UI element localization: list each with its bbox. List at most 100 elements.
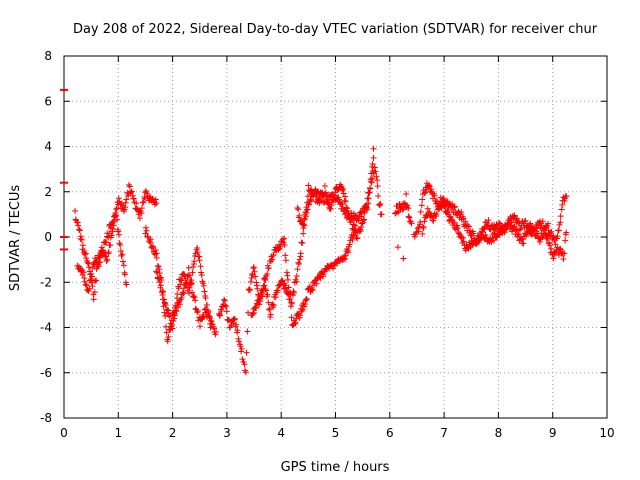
data-point	[201, 288, 208, 295]
data-point	[557, 245, 564, 252]
data-point	[367, 178, 374, 185]
y-tick-label: -6	[40, 366, 52, 380]
data-point	[548, 228, 555, 235]
data-point	[125, 181, 132, 188]
data-point	[298, 239, 305, 246]
data-point	[511, 212, 518, 219]
data-point	[485, 217, 492, 224]
data-point	[378, 211, 385, 218]
data-point	[266, 306, 273, 313]
data-point	[285, 284, 292, 291]
data-point	[415, 224, 422, 231]
data-point	[287, 296, 294, 303]
data-point	[79, 242, 86, 249]
data-point	[426, 183, 433, 190]
data-point	[295, 206, 302, 213]
data-point	[539, 234, 546, 241]
data-point	[561, 250, 568, 257]
data-point	[117, 247, 124, 254]
data-point	[156, 270, 163, 277]
data-point	[376, 201, 383, 208]
data-point	[299, 240, 306, 247]
y-tick-label: 8	[44, 49, 52, 63]
data-point	[205, 308, 212, 315]
data-point	[272, 294, 279, 301]
data-point	[366, 189, 373, 196]
data-point	[154, 269, 161, 276]
data-point	[303, 206, 310, 213]
data-point	[118, 252, 125, 259]
data-point	[194, 307, 201, 314]
y-tick-label: 0	[44, 230, 52, 244]
data-point	[221, 296, 228, 303]
data-point	[86, 285, 93, 292]
data-point	[252, 273, 259, 280]
data-point	[428, 186, 435, 193]
data-point	[221, 297, 228, 304]
data-point	[300, 221, 307, 228]
data-point	[109, 218, 116, 225]
data-point	[400, 255, 407, 262]
data-point	[441, 203, 448, 210]
data-point	[354, 235, 361, 242]
data-point	[340, 256, 347, 263]
data-point	[267, 313, 274, 320]
data-point	[103, 257, 110, 264]
data-point	[304, 206, 311, 213]
data-point	[81, 251, 88, 258]
data-point	[433, 211, 440, 218]
data-point	[142, 224, 149, 231]
data-point	[342, 252, 349, 259]
data-point	[327, 205, 334, 212]
data-point	[282, 257, 289, 264]
data-point	[253, 305, 260, 312]
data-point	[331, 189, 338, 196]
x-tick-label: 8	[495, 426, 503, 440]
data-point	[546, 242, 553, 249]
x-axis-tick-labels: 0 1 2 3 4 5 6 7 8 9 10	[60, 426, 614, 440]
data-point	[500, 227, 507, 234]
data-point	[198, 272, 205, 279]
data-point	[164, 338, 171, 345]
data-point	[157, 282, 164, 289]
data-point	[345, 249, 352, 256]
data-point	[103, 239, 110, 246]
data-point	[264, 270, 271, 277]
data-point	[235, 338, 242, 345]
data-point	[407, 218, 414, 225]
data-point	[186, 290, 193, 297]
data-point	[152, 196, 159, 203]
data-point	[179, 289, 186, 296]
data-point	[360, 208, 367, 215]
data-point	[296, 261, 303, 268]
data-point	[89, 283, 96, 290]
data-point	[520, 240, 527, 247]
data-point	[369, 175, 376, 182]
data-point	[421, 218, 428, 225]
data-point	[87, 277, 94, 284]
data-point	[555, 227, 562, 234]
data-point	[304, 193, 311, 200]
data-point	[454, 225, 461, 232]
data-point	[359, 220, 366, 227]
data-point	[96, 254, 103, 261]
data-point	[176, 301, 183, 308]
data-point	[222, 302, 229, 309]
data-point	[317, 189, 324, 196]
data-point	[196, 257, 203, 264]
data-point	[395, 208, 402, 215]
data-point	[464, 222, 471, 229]
data-point	[191, 258, 198, 265]
data-point	[420, 224, 427, 231]
data-point	[105, 234, 112, 241]
data-point	[254, 285, 261, 292]
data-point	[414, 225, 421, 232]
data-point	[87, 270, 94, 277]
data-point	[265, 299, 272, 306]
data-point	[186, 284, 193, 291]
data-point	[116, 231, 123, 238]
data-point	[241, 361, 248, 368]
data-point	[369, 161, 376, 168]
data-point	[308, 197, 315, 204]
